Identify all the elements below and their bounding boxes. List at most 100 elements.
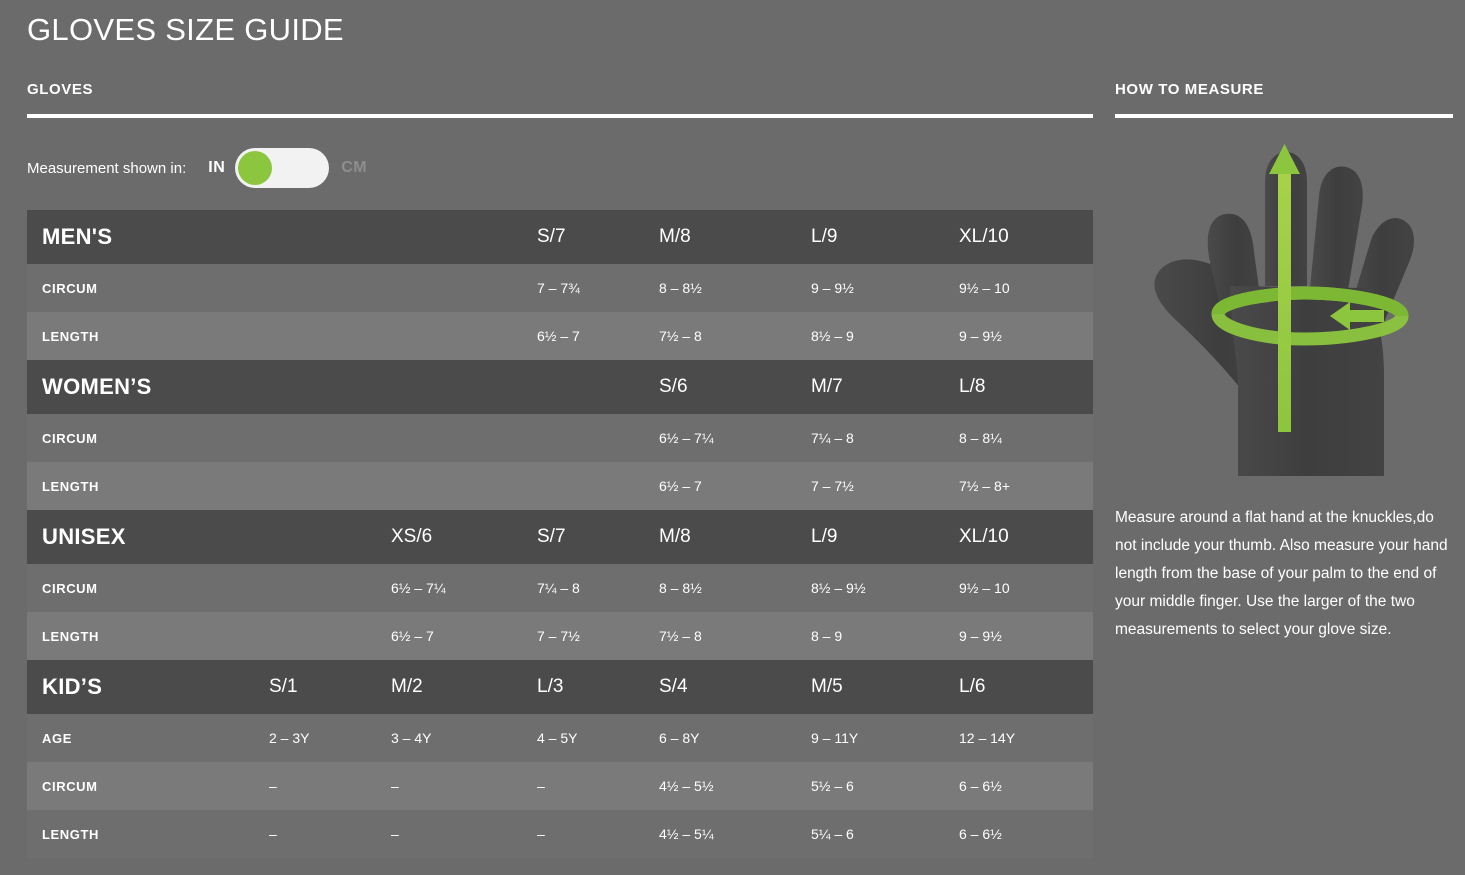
table-cell: 8½ – 9 — [811, 328, 854, 344]
table-cell: 7 – 7¾ — [537, 280, 580, 296]
table-cell — [391, 462, 537, 510]
gloves-panel: GLOVES Measurement shown in: IN CM MEN'S — [27, 80, 1093, 858]
table-cell — [269, 612, 391, 660]
table-cell: 6 – 6½ — [959, 778, 1002, 794]
gloves-section-divider — [27, 114, 1093, 118]
table-cell: – — [269, 778, 277, 794]
group-header-row: WOMEN’S S/6 M/7 L/8 — [27, 360, 1093, 414]
table-cell — [269, 462, 391, 510]
row-label: CIRCUM — [42, 580, 98, 596]
table-row: CIRCUM 7 – 7¾ 8 – 8½ 9 – 9½ 9½ – 10 — [27, 264, 1093, 312]
group-size-cell — [269, 210, 391, 264]
table-cell: 9½ – 10 — [959, 280, 1010, 296]
group-size-cell: S/7 — [537, 226, 566, 247]
table-cell: 7¼ – 8 — [811, 430, 854, 446]
row-label: CIRCUM — [42, 280, 98, 296]
group-size-cell: L/3 — [537, 676, 564, 697]
how-to-measure-heading: HOW TO MEASURE — [1115, 81, 1264, 98]
table-row: CIRCUM – – – 4½ – 5½ 5½ – 6 6 – 6½ — [27, 762, 1093, 810]
group-size-cell: S/4 — [659, 676, 688, 697]
table-cell: 5½ – 6 — [811, 778, 854, 794]
row-label: LENGTH — [42, 478, 100, 494]
table-cell — [269, 414, 391, 462]
row-label: LENGTH — [42, 328, 100, 344]
table-cell: 4½ – 5½ — [659, 778, 714, 794]
table-cell: – — [391, 778, 399, 794]
group-title: WOMEN’S — [42, 374, 152, 399]
table-cell: 7 – 7½ — [811, 478, 854, 494]
table-cell: 6½ – 7 — [391, 628, 434, 644]
group-title: UNISEX — [42, 524, 126, 549]
table-cell: 5¼ – 6 — [811, 826, 854, 842]
table-row: AGE 2 – 3Y 3 – 4Y 4 – 5Y 6 – 8Y 9 – 11Y … — [27, 714, 1093, 762]
table-cell: 7½ – 8 — [659, 628, 702, 644]
table-cell: – — [537, 778, 545, 794]
table-cell — [391, 264, 537, 312]
table-cell — [269, 564, 391, 612]
group-header-row: KID’S S/1 M/2 L/3 S/4 M/5 L/6 — [27, 660, 1093, 714]
page-title: GLOVES SIZE GUIDE — [27, 12, 344, 47]
unit-option-in[interactable]: IN — [208, 159, 226, 176]
group-size-cell: L/9 — [811, 526, 838, 547]
table-cell: – — [537, 826, 545, 842]
group-size-cell: XL/10 — [959, 526, 1009, 547]
table-cell: 9 – 9½ — [959, 328, 1002, 344]
table-cell: 12 – 14Y — [959, 730, 1016, 746]
table-cell — [269, 312, 391, 360]
group-title: KID’S — [42, 674, 103, 699]
table-cell: 6 – 8Y — [659, 730, 700, 746]
group-header-row: MEN'S S/7 M/8 L/9 XL/10 — [27, 210, 1093, 264]
unit-toggle-switch[interactable] — [235, 148, 330, 188]
table-row: LENGTH 6½ – 7 7½ – 8 8½ – 9 9 – 9½ — [27, 312, 1093, 360]
table-row: LENGTH 6½ – 7 7 – 7½ 7½ – 8 8 – 9 9 – 9½ — [27, 612, 1093, 660]
row-label: CIRCUM — [42, 778, 98, 794]
how-to-measure-panel: HOW TO MEASURE — [1115, 80, 1453, 644]
table-cell: 6½ – 7 — [537, 328, 580, 344]
table-cell: – — [269, 826, 277, 842]
group-size-cell: XL/10 — [959, 226, 1009, 247]
group-size-cell: L/6 — [959, 676, 986, 697]
unit-toggle-knob — [238, 151, 273, 185]
gloves-section-heading: GLOVES — [27, 81, 94, 98]
table-cell: 7¼ – 8 — [537, 580, 580, 596]
group-size-cell — [269, 510, 391, 564]
group-size-cell — [391, 360, 537, 414]
table-cell: 9½ – 10 — [959, 580, 1010, 596]
unit-toggle-label: Measurement shown in: — [27, 159, 187, 177]
group-size-cell — [269, 360, 391, 414]
table-cell: 8½ – 9½ — [811, 580, 866, 596]
table-cell: 9 – 9½ — [811, 280, 854, 296]
table-cell: 8 – 9 — [811, 628, 843, 644]
table-cell: 3 – 4Y — [391, 730, 432, 746]
group-size-cell: M/2 — [391, 676, 423, 697]
group-header-row: UNISEX XS/6 S/7 M/8 L/9 XL/10 — [27, 510, 1093, 564]
row-label: CIRCUM — [42, 430, 98, 446]
group-size-cell: M/5 — [811, 676, 843, 697]
glove-diagram-svg — [1154, 144, 1415, 476]
table-cell — [537, 414, 659, 462]
how-to-measure-description: Measure around a flat hand at the knuckl… — [1115, 509, 1448, 638]
group-size-cell: M/7 — [811, 376, 843, 397]
table-cell: 6 – 6½ — [959, 826, 1002, 842]
table-cell: – — [391, 826, 399, 842]
table-cell: 6½ – 7¼ — [659, 430, 714, 446]
table-cell — [391, 414, 537, 462]
table-row: LENGTH 6½ – 7 7 – 7½ 7½ – 8+ — [27, 462, 1093, 510]
row-label: LENGTH — [42, 628, 100, 644]
group-size-cell: S/7 — [537, 526, 566, 547]
table-cell: 4½ – 5¼ — [659, 826, 714, 842]
row-label: AGE — [42, 730, 72, 746]
group-size-cell — [391, 210, 537, 264]
table-cell: 7½ – 8+ — [959, 478, 1010, 494]
group-size-cell: XS/6 — [391, 526, 433, 547]
table-cell: 2 – 3Y — [269, 730, 310, 746]
table-cell — [269, 264, 391, 312]
length-arrow — [1269, 144, 1300, 432]
table-cell: 9 – 11Y — [811, 730, 859, 746]
group-size-cell — [537, 360, 659, 414]
table-cell: 6½ – 7¼ — [391, 580, 446, 596]
table-cell: 6½ – 7 — [659, 478, 702, 494]
table-cell: 9 – 9½ — [959, 628, 1002, 644]
unit-option-cm[interactable]: CM — [341, 159, 368, 176]
group-size-cell: M/8 — [659, 226, 691, 247]
